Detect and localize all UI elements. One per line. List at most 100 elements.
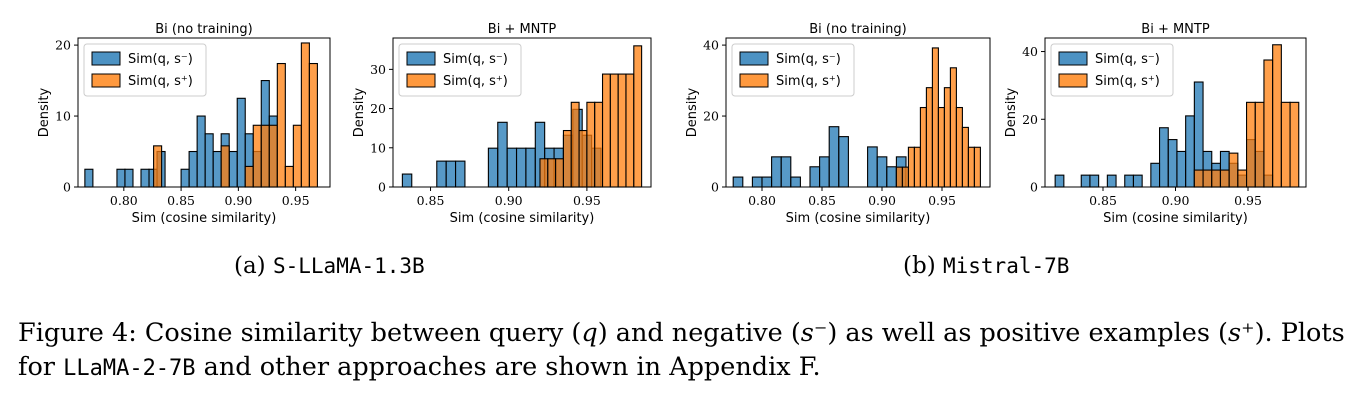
x-tick-label: 0.90 [495, 193, 523, 208]
histogram-panel-2: 0.85 0.90 0.95 0 10 20 30 Bi + MNTP Sim (cosine … [352, 22, 652, 226]
legend-swatch-pos [91, 73, 121, 88]
y-axis-label: Density [685, 87, 700, 137]
y-tick-label: 0 [63, 180, 71, 195]
histogram-bar [212, 150, 222, 188]
histogram-bar [907, 146, 915, 188]
histogram-bar [594, 101, 604, 188]
histogram-bar [124, 168, 134, 188]
legend: Sim(q, s⁻) Sim(q, s⁺) [1050, 43, 1174, 97]
y-tick-label: 40 [1022, 44, 1038, 59]
legend: Sim(q, s⁻) Sim(q, s⁺) [731, 43, 855, 97]
histogram-bar [937, 106, 945, 188]
x-axis-label: Sim (cosine similarity) [132, 211, 277, 226]
y-tick-label: 0 [1030, 180, 1038, 195]
x-tick-label: 0.95 [928, 193, 956, 208]
histogram-bar [268, 124, 278, 188]
histogram-bar [973, 146, 981, 188]
y-tick-label: 0 [711, 180, 719, 195]
legend-swatch-neg [406, 51, 436, 66]
histogram-bar [1219, 169, 1230, 188]
histogram-bar [153, 145, 163, 188]
histogram-bar [838, 136, 849, 188]
figure-panels: 0.80 0.85 0.90 0.95 0 10 20 Bi (no training) Sim… [37, 22, 1307, 226]
histogram-bar [1159, 127, 1169, 188]
x-tick-label: 0.85 [1089, 193, 1117, 208]
x-tick-label: 0.95 [573, 193, 601, 208]
histogram-bar [751, 176, 763, 188]
histogram-bar [140, 168, 150, 188]
histogram-bar [901, 166, 909, 188]
figure-caption: Figure 4: Cosine similarity between quer… [18, 318, 1353, 382]
histogram-bar [284, 165, 294, 188]
x-tick-label: 0.90 [868, 193, 896, 208]
legend: Sim(q, s⁻) Sim(q, s⁺) [398, 43, 522, 97]
histogram-bar [1202, 169, 1213, 188]
histogram-bar [570, 101, 580, 188]
histogram-bar [555, 158, 564, 188]
histogram-bar [1211, 169, 1221, 188]
panel-title: Bi + MNTP [488, 22, 557, 37]
histogram-bar [1167, 139, 1178, 188]
histogram-bar [220, 145, 230, 188]
axes-frame [77, 37, 331, 188]
histogram-bar [180, 168, 190, 188]
histogram-panel-4: 0.85 0.90 0.95 0 20 40 Bi + MNTP Sim (cosine si… [1004, 22, 1307, 226]
legend: Sim(q, s⁻) Sim(q, s⁺) [83, 43, 207, 97]
histogram-bar [1246, 101, 1256, 188]
histogram-bar [913, 146, 921, 188]
y-axis-label: Density [1004, 87, 1019, 137]
histogram-bar [1263, 59, 1274, 188]
x-axis-label: Sim (cosine similarity) [1103, 211, 1248, 226]
x-tick-label: 0.80 [748, 193, 776, 208]
subcaption-a: (a) S-LLaMA-1.3B [234, 253, 425, 279]
x-tick-label: 0.85 [167, 193, 195, 208]
legend-swatch-pos [1058, 73, 1088, 88]
histogram-bar [497, 121, 508, 188]
histogram-panel-1: 0.80 0.85 0.90 0.95 0 10 20 Bi (no training) Sim… [37, 22, 331, 226]
legend-label-pos: Sim(q, s⁺) [443, 74, 508, 89]
y-tick-label: 30 [370, 62, 386, 77]
panel-title: Bi (no training) [809, 22, 907, 37]
histogram-panel-3: 0.80 0.85 0.90 0.95 0 20 40 Bi (no training) Sim… [685, 22, 991, 226]
histogram-bar [506, 147, 518, 188]
x-tick-label: 0.80 [110, 193, 138, 208]
y-tick-label: 40 [703, 38, 719, 53]
histogram-bar [1150, 162, 1161, 188]
histogram-bar [609, 73, 619, 188]
y-axis-label: Density [37, 87, 52, 137]
y-tick-label: 20 [703, 109, 719, 124]
histogram-bar [1228, 152, 1239, 188]
histogram-bar [1124, 174, 1134, 188]
histogram-bar [1237, 169, 1248, 188]
histogram-bar [578, 129, 588, 188]
histogram-bar [1054, 174, 1065, 188]
histogram-bar [919, 106, 927, 188]
subcaption-b: (b) Mistral-7B [903, 253, 1070, 279]
axes-frame [725, 37, 991, 188]
x-tick-label: 0.90 [224, 193, 252, 208]
x-tick-label: 0.95 [282, 193, 310, 208]
histogram-bar [931, 47, 939, 188]
histogram-bar [1185, 115, 1195, 188]
histogram-bar [1176, 150, 1187, 188]
legend-swatch-neg [739, 51, 769, 66]
histogram-bar [401, 173, 413, 188]
histogram-bar [955, 106, 963, 188]
histogram-bar [196, 115, 206, 188]
x-axis-label: Sim (cosine similarity) [450, 211, 595, 226]
legend-label-neg: Sim(q, s⁻) [776, 52, 841, 67]
histogram-bar [525, 147, 536, 188]
histogram-bar [1272, 44, 1282, 188]
histogram-bar [895, 166, 903, 188]
histogram-bar [487, 147, 499, 188]
y-tick-label: 20 [370, 101, 386, 116]
histogram-bar [617, 73, 627, 188]
histogram-bar [445, 160, 457, 188]
y-tick-label: 20 [1022, 112, 1038, 127]
axes-frame [392, 37, 652, 188]
histogram-bar [116, 168, 126, 188]
histogram-bar [819, 156, 830, 188]
histogram-bar [1289, 101, 1300, 188]
histogram-bar [732, 176, 744, 188]
x-tick-label: 0.85 [417, 193, 445, 208]
